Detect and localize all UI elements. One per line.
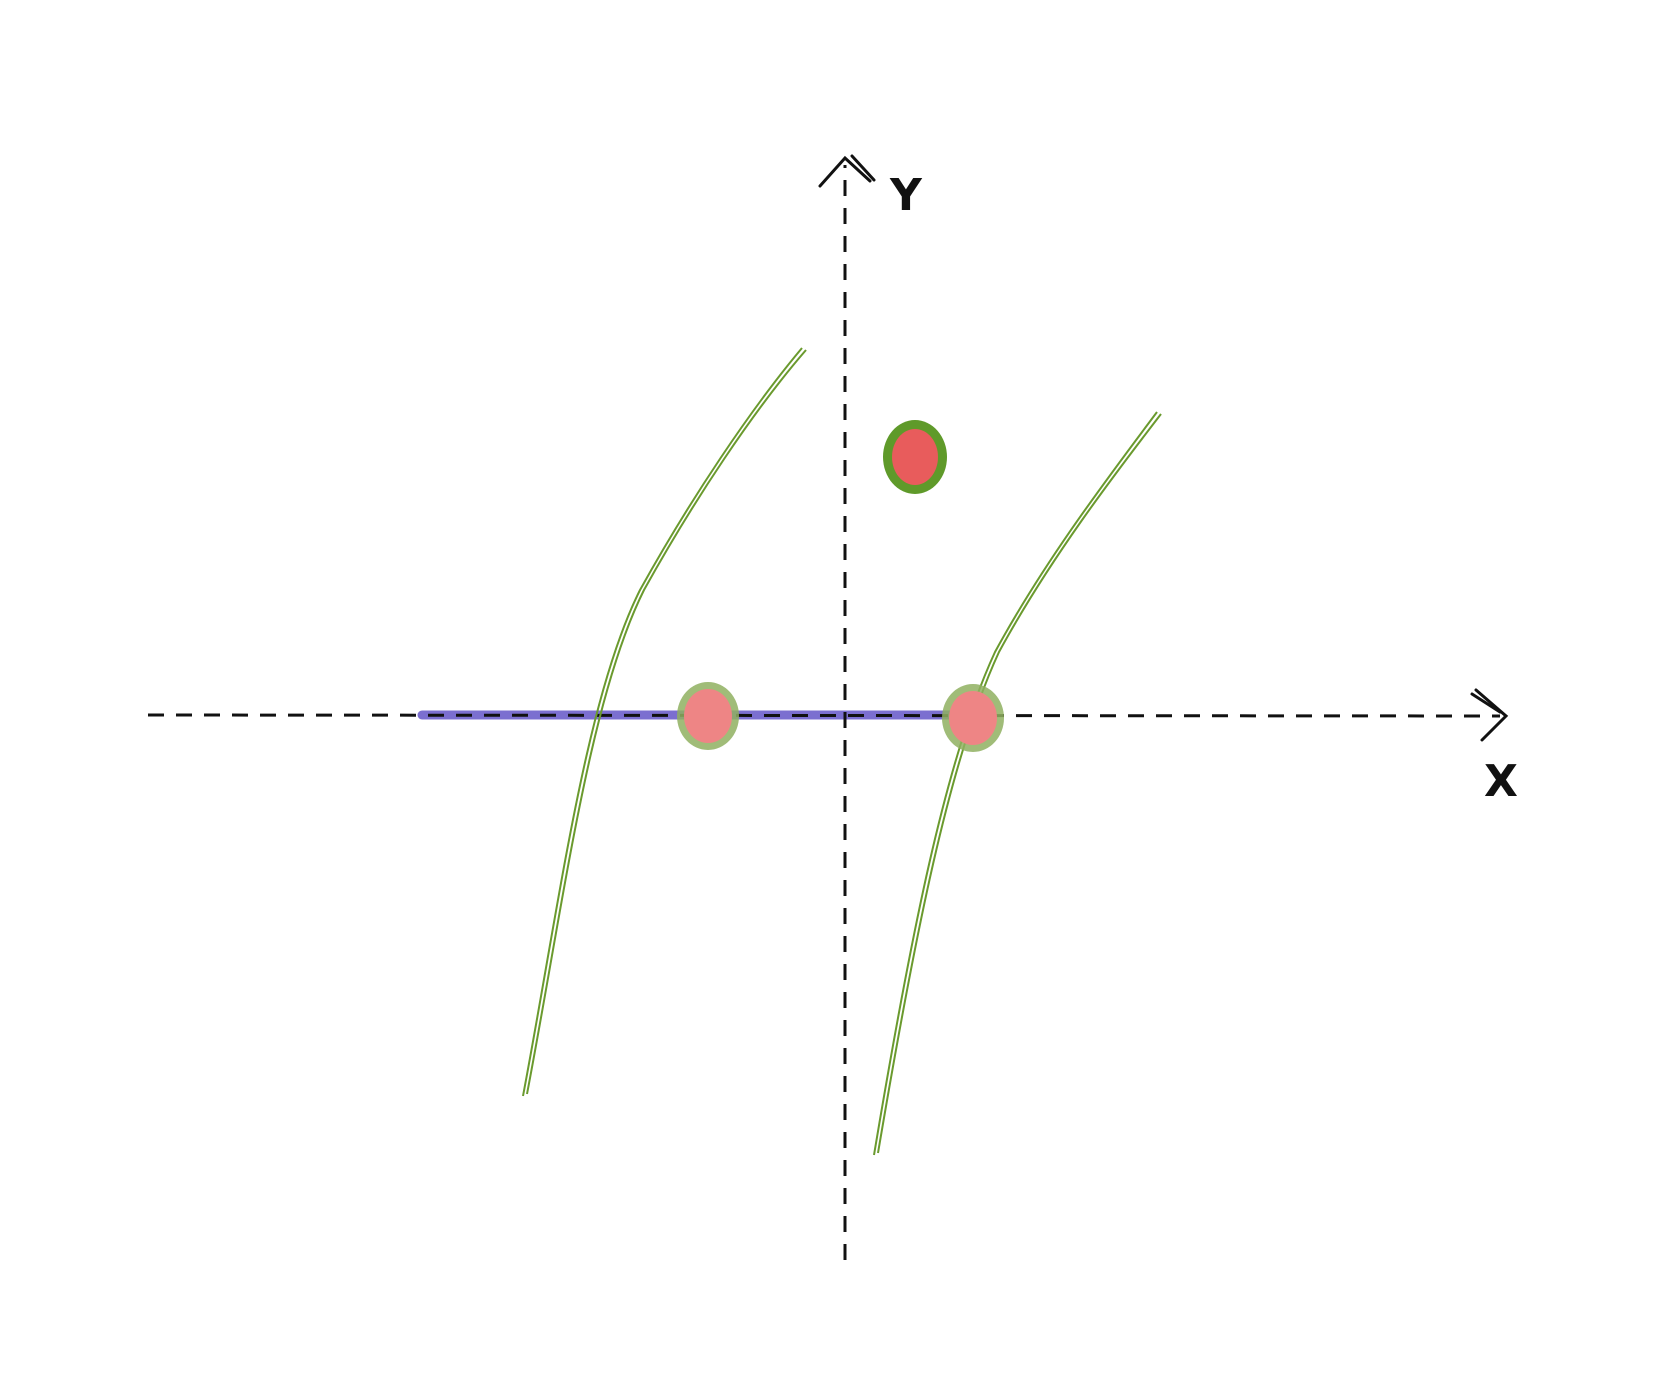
x-axis-arrowhead bbox=[1470, 688, 1509, 742]
x-axis-label: X bbox=[1484, 756, 1518, 807]
curve-left-branch bbox=[522, 347, 807, 1097]
point-upper bbox=[883, 420, 947, 494]
point-left-on-axis bbox=[677, 682, 739, 750]
curve-right-branch bbox=[873, 411, 1162, 1156]
y-axis-label: Y bbox=[889, 170, 923, 221]
y-axis-arrowhead bbox=[818, 154, 876, 188]
point-right-on-axis bbox=[942, 684, 1004, 752]
x-axis-line bbox=[147, 713, 1501, 718]
